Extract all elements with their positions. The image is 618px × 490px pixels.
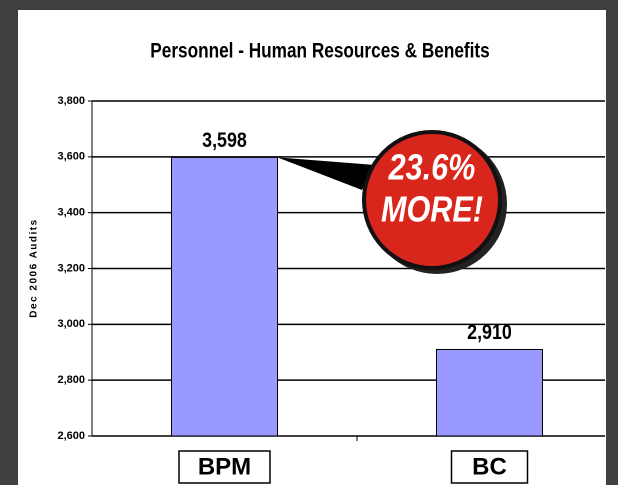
bar	[436, 348, 543, 437]
chart-title: Personnel - Human Resources & Benefits	[150, 40, 489, 63]
value-label: 2,910	[467, 321, 512, 345]
x-tick-label: BC	[472, 453, 507, 480]
frame-right	[606, 0, 618, 485]
category-box	[450, 450, 529, 484]
category-box	[178, 450, 271, 484]
y-tick-label: 3,200	[57, 262, 85, 274]
y-tick-label: 2,600	[57, 430, 85, 442]
y-tick-label: 3,600	[57, 151, 85, 163]
callout	[362, 130, 502, 270]
y-tick-label: 3,400	[57, 207, 85, 219]
y-tick-label: 3,000	[57, 318, 85, 330]
y-axis-label: Dec 2006 Audits	[29, 218, 40, 317]
value-label: 3,598	[202, 129, 247, 153]
bar	[171, 156, 278, 437]
callout-text: 23.6%	[388, 148, 476, 188]
y-tick-label: 2,800	[57, 374, 85, 386]
y-tick-label: 3,800	[57, 95, 85, 107]
x-tick-label: BPM	[198, 453, 251, 480]
callout-text: MORE!	[381, 190, 483, 230]
callout-pointer	[277, 157, 375, 190]
